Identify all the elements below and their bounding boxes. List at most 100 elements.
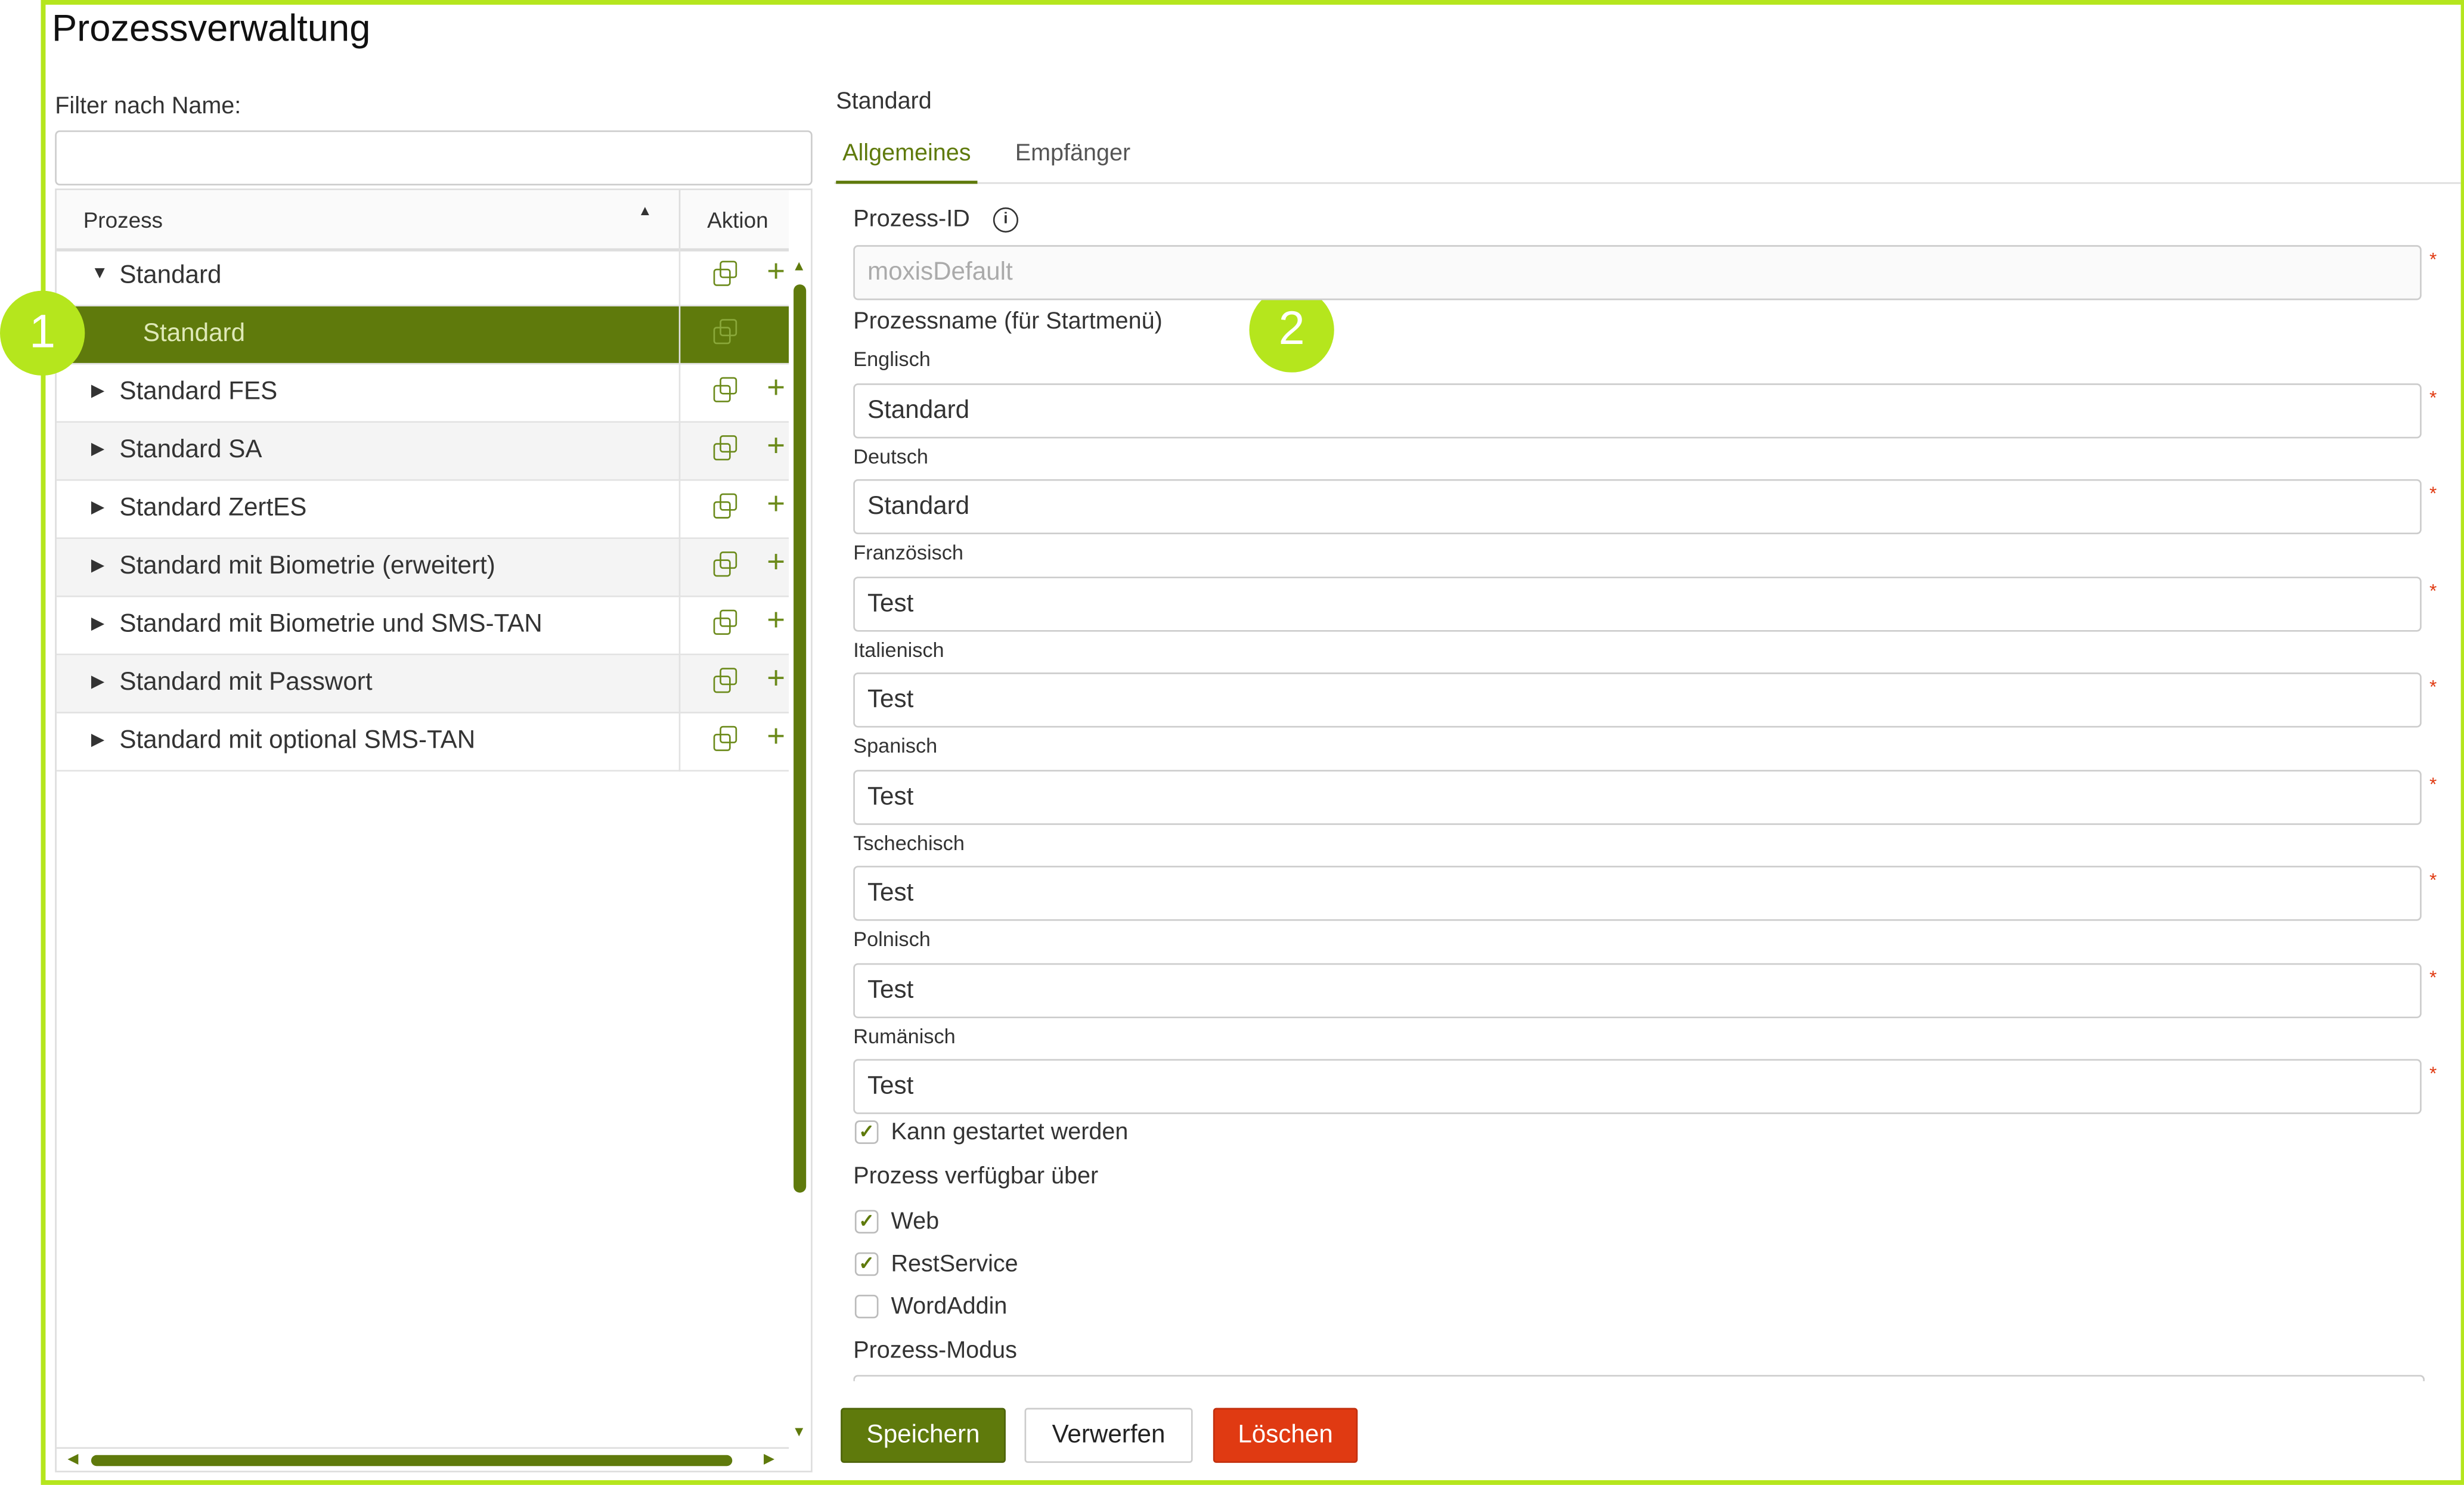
process-name-input[interactable]: Standard <box>853 383 2422 439</box>
table-row[interactable]: Standard <box>56 306 789 365</box>
available-checkbox[interactable] <box>854 1294 879 1319</box>
process-mode-select[interactable] <box>853 1375 2425 1381</box>
row-name: Standard ZertES <box>119 495 307 522</box>
table-row[interactable]: ▶ Standard mit Biometrie und SMS-TAN + <box>56 597 789 656</box>
horizontal-scroll-thumb[interactable] <box>91 1455 733 1467</box>
sort-ascending-icon[interactable]: ▲ <box>638 203 652 219</box>
available-checkbox[interactable]: ✓ <box>854 1252 879 1276</box>
discard-button[interactable]: Verwerfen <box>1024 1408 1193 1463</box>
process-name-label: Prozessname (für Startmenü) <box>853 308 1163 335</box>
copy-icon[interactable] <box>713 668 737 693</box>
table-row[interactable]: ▶ Standard ZertES + <box>56 480 789 540</box>
required-asterisk: * <box>2429 869 2437 891</box>
page-title: Prozessverwaltung <box>51 8 371 51</box>
language-label: Rumänisch <box>853 1024 956 1049</box>
caret-down-icon[interactable]: ▼ <box>91 263 109 283</box>
process-name-input[interactable]: Test <box>853 866 2422 921</box>
language-label: Italienisch <box>853 638 944 662</box>
available-checkbox[interactable]: ✓ <box>854 1210 879 1234</box>
add-icon[interactable]: + <box>767 603 786 638</box>
language-label: Englisch <box>853 347 931 371</box>
required-asterisk: * <box>2429 248 2437 271</box>
add-icon[interactable]: + <box>767 661 786 696</box>
caret-right-icon[interactable]: ▶ <box>91 440 105 459</box>
available-label: RestService <box>891 1251 1018 1278</box>
add-icon[interactable]: + <box>767 371 786 406</box>
table-row[interactable]: ▶ Standard mit Passwort + <box>56 655 789 714</box>
process-mode-label: Prozess-Modus <box>853 1337 1017 1364</box>
caret-right-icon[interactable]: ▶ <box>91 382 105 401</box>
add-icon[interactable]: + <box>767 487 786 522</box>
table-header: Prozess ▲ Aktion <box>56 190 789 252</box>
required-asterisk: * <box>2429 966 2437 988</box>
available-label: WordAddin <box>891 1293 1008 1320</box>
can-start-checkbox[interactable]: ✓ <box>854 1120 879 1144</box>
table-row[interactable]: ▶ Standard mit optional SMS-TAN + <box>56 713 789 772</box>
copy-icon[interactable] <box>713 261 737 286</box>
language-label: Spanisch <box>853 733 938 758</box>
tab-allgemeines[interactable]: Allgemeines <box>836 140 978 184</box>
add-icon[interactable]: + <box>767 720 786 755</box>
scroll-left-icon[interactable]: ◀ <box>67 1450 79 1467</box>
required-asterisk: * <box>2429 386 2437 409</box>
delete-button[interactable]: Löschen <box>1213 1408 1358 1463</box>
table-row[interactable]: ▶ Standard FES + <box>56 364 789 423</box>
detail-heading: Standard <box>836 88 932 115</box>
process-name-input[interactable]: Test <box>853 1059 2422 1114</box>
required-asterisk: * <box>2429 675 2437 698</box>
add-icon[interactable]: + <box>767 429 786 464</box>
row-name: Standard FES <box>119 379 278 406</box>
process-name-input[interactable]: Test <box>853 672 2422 728</box>
can-start-label: Kann gestartet werden <box>891 1118 1129 1146</box>
copy-icon[interactable] <box>713 377 737 402</box>
vertical-scroll-thumb[interactable] <box>794 284 807 1193</box>
copy-icon[interactable] <box>713 435 737 461</box>
column-header-aktion: Aktion <box>707 207 768 233</box>
caret-right-icon[interactable]: ▶ <box>91 730 105 750</box>
filter-input[interactable] <box>55 130 813 186</box>
scroll-right-icon[interactable]: ▶ <box>763 1450 775 1467</box>
save-button[interactable]: Speichern <box>841 1408 1006 1463</box>
table-row[interactable]: ▼ Standard + <box>56 248 789 306</box>
copy-icon[interactable] <box>713 609 737 635</box>
required-asterisk: * <box>2429 773 2437 795</box>
copy-icon[interactable] <box>713 319 737 345</box>
caret-right-icon[interactable]: ▶ <box>91 614 105 634</box>
add-icon[interactable]: + <box>767 545 786 580</box>
copy-icon[interactable] <box>713 551 737 577</box>
process-name-input[interactable]: Test <box>853 963 2422 1018</box>
table-row[interactable]: ▶ Standard SA + <box>56 423 789 481</box>
row-name: Standard <box>142 320 246 348</box>
caret-right-icon[interactable]: ▶ <box>91 498 105 517</box>
column-header-prozess[interactable]: Prozess <box>83 207 163 233</box>
scroll-down-icon[interactable]: ▼ <box>792 1424 806 1440</box>
table-row[interactable]: ▶ Standard mit Biometrie (erweitert) + <box>56 539 789 597</box>
process-id-label: Prozess-ID <box>853 206 970 233</box>
language-label: Französisch <box>853 540 963 565</box>
horizontal-scrollbar[interactable]: ◀ ▶ <box>56 1447 789 1472</box>
process-name-input[interactable]: Standard <box>853 479 2422 535</box>
callout-badge-1: 1 <box>0 290 85 376</box>
tab-empfaenger[interactable]: Empfänger <box>1015 139 1131 167</box>
info-icon[interactable]: i <box>993 207 1018 233</box>
process-name-input[interactable]: Test <box>853 576 2422 632</box>
row-name: Standard SA <box>119 436 262 464</box>
copy-icon[interactable] <box>713 726 737 751</box>
process-id-input: moxisDefault <box>853 245 2422 300</box>
vertical-scrollbar[interactable]: ▲ ▼ <box>789 248 811 1447</box>
row-name: Standard <box>119 262 222 289</box>
row-name: Standard mit Biometrie und SMS-TAN <box>119 611 543 638</box>
caret-right-icon[interactable]: ▶ <box>91 556 105 575</box>
required-asterisk: * <box>2429 1062 2437 1084</box>
process-name-input[interactable]: Test <box>853 770 2422 825</box>
copy-icon[interactable] <box>713 493 737 519</box>
language-label: Deutsch <box>853 444 928 469</box>
process-table: Prozess ▲ Aktion ▼ Standard + Standard ▶ Stan… <box>55 188 813 1472</box>
caret-right-icon[interactable]: ▶ <box>91 672 105 692</box>
required-asterisk: * <box>2429 579 2437 602</box>
row-name: Standard mit optional SMS-TAN <box>119 727 476 755</box>
highlight-frame <box>41 0 2464 1485</box>
add-icon[interactable]: + <box>767 254 786 289</box>
scroll-up-icon[interactable]: ▲ <box>792 258 806 274</box>
